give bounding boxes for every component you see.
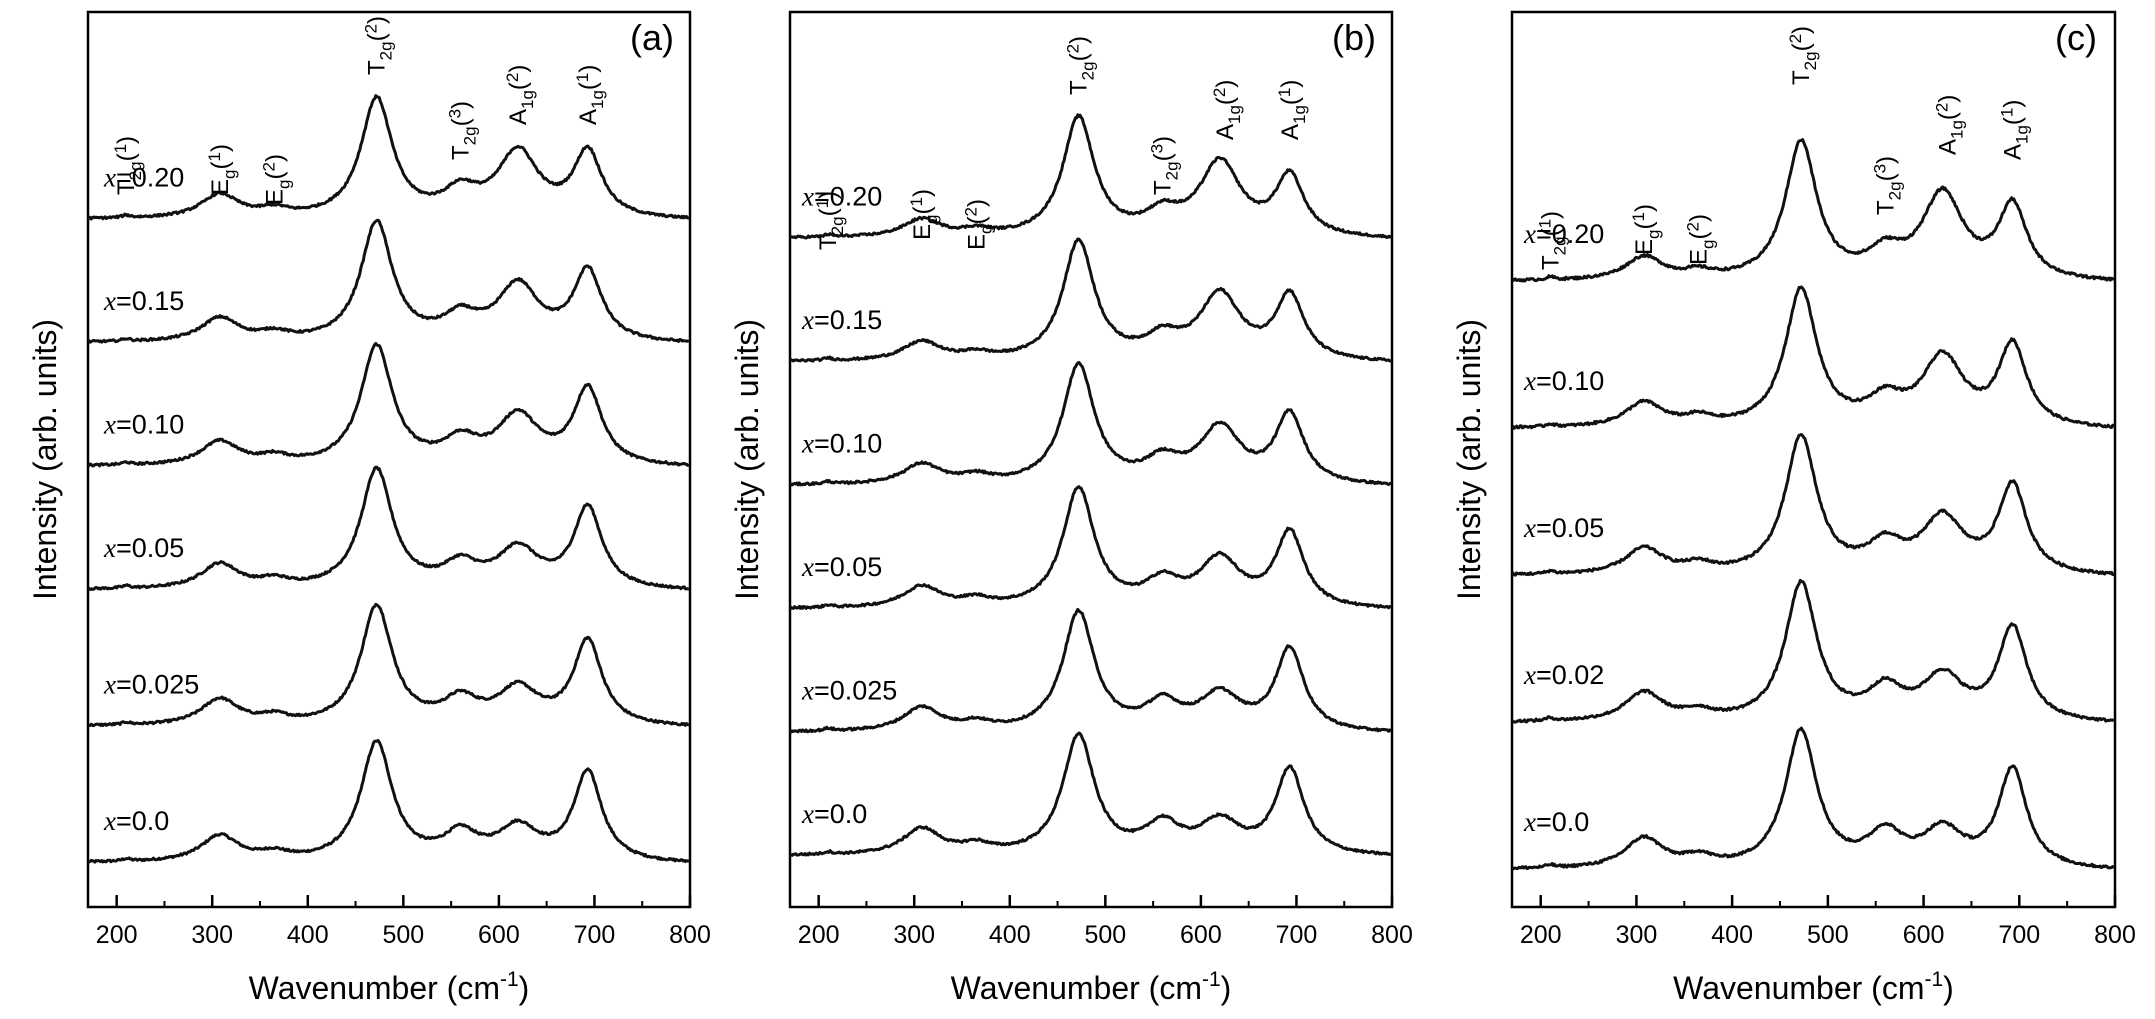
mode-label: T2g(3) <box>1148 136 1182 195</box>
x-tick-label: 400 <box>1711 921 1753 949</box>
mode-label: T2g(2) <box>1786 26 1820 85</box>
x-tick-label: 200 <box>96 921 138 949</box>
mode-label: Eg(1) <box>1629 204 1663 255</box>
spectrum-line <box>788 361 1392 487</box>
spectrum-line <box>86 94 690 221</box>
x-tick-label: 500 <box>1084 921 1126 949</box>
mode-label: Eg(2) <box>259 154 293 205</box>
series-label: x=0.05 <box>801 552 882 582</box>
x-tick-label: 700 <box>1998 921 2040 949</box>
plot-frame <box>1510 10 2117 909</box>
x-axis-label: Wavenumber (cm-1) <box>1673 968 1954 1006</box>
mode-label: Eg(1) <box>907 189 941 240</box>
series-label: x=0.025 <box>103 670 199 700</box>
spectrum-line <box>789 731 1392 857</box>
series-label: x=0.20 <box>1523 219 1604 249</box>
x-tick-label: 700 <box>1276 921 1318 949</box>
panel-label: (b) <box>1332 17 1376 58</box>
spectrum-line <box>789 485 1392 610</box>
mode-label: A1g(2) <box>503 65 537 125</box>
y-axis-label: Intensity (arb. units) <box>729 319 765 600</box>
panel-b: 200 300 400 500 600 700 800 Wavenumber (cm-1) In… <box>729 10 1413 1006</box>
mode-label: T2g(1) <box>111 136 145 195</box>
x-tick-label: 700 <box>574 921 616 949</box>
series-label: x=0.0 <box>1523 807 1589 837</box>
x-tick-label: 800 <box>669 921 711 949</box>
x-tick-label: 600 <box>1903 921 1945 949</box>
spectrum-line <box>1510 433 2115 577</box>
x-axis-label: Wavenumber (cm-1) <box>951 968 1232 1006</box>
panel-c: 200 300 400 500 600 700 800 Wavenumber (cm-1) In… <box>1451 10 2136 1006</box>
y-axis-label: Intensity (arb. units) <box>27 319 63 600</box>
series-label: x=0.15 <box>801 305 882 335</box>
x-axis-label: Wavenumber (cm-1) <box>249 968 530 1006</box>
series-label: x=0.02 <box>1523 660 1604 690</box>
mode-label: T2g(3) <box>1870 156 1904 215</box>
mode-label: T2g(2) <box>362 16 396 75</box>
x-tick-label: 500 <box>1807 921 1849 949</box>
spectrum-line <box>86 218 690 344</box>
x-tick-label: 300 <box>191 921 233 949</box>
x-tick-label: 400 <box>989 921 1031 949</box>
series-label: x=0.0 <box>801 799 867 829</box>
mode-label: T2g(1) <box>813 191 847 250</box>
spectrum-line <box>789 237 1392 363</box>
series-label: x=0.10 <box>801 429 882 459</box>
mode-label: A1g(2) <box>1210 80 1244 140</box>
series-label: x=0.20 <box>103 163 184 193</box>
spectrum-line <box>87 602 690 728</box>
mode-label: A1g(1) <box>573 65 607 125</box>
mode-label: A1g(1) <box>1998 100 2032 160</box>
series-label: x=0.0 <box>103 806 169 836</box>
spectrum-line <box>1510 578 2115 724</box>
series-label: x=0.10 <box>103 410 184 440</box>
spectrum-line <box>789 113 1393 240</box>
mode-label: T2g(1) <box>1535 211 1569 270</box>
spectrum-line <box>87 342 690 468</box>
x-tick-label: 600 <box>1180 921 1222 949</box>
mode-label: Eg(2) <box>961 199 995 250</box>
x-tick-label: 300 <box>893 921 935 949</box>
x-tick-label: 200 <box>798 921 840 949</box>
x-tick-label: 600 <box>478 921 520 949</box>
spectrum-line <box>1511 138 2115 283</box>
y-axis-label: Intensity (arb. units) <box>1451 319 1487 600</box>
mode-label: T2g(3) <box>446 101 480 160</box>
spectrum-line <box>86 465 690 591</box>
series-label: x=0.15 <box>103 286 184 316</box>
mode-label: T2g(2) <box>1064 36 1098 95</box>
series-label: x=0.05 <box>103 533 184 563</box>
spectrum-line <box>1511 285 2116 430</box>
panel-label: (c) <box>2055 17 2097 58</box>
series-label: x=0.025 <box>801 676 897 706</box>
mode-label: Eg(2) <box>1684 214 1718 265</box>
spectrum-line <box>1511 726 2116 871</box>
panel-a: 200 300 400 500 600 700 800 Wavenumber (cm-1) In… <box>27 10 711 1006</box>
panel-label: (a) <box>630 17 674 58</box>
plot-frame <box>86 10 692 909</box>
mode-label: Eg(1) <box>205 144 239 195</box>
x-tick-label: 300 <box>1616 921 1658 949</box>
x-tick-label: 500 <box>382 921 424 949</box>
spectrum-line <box>87 739 690 864</box>
x-tick-label: 800 <box>2094 921 2136 949</box>
x-tick-label: 200 <box>1520 921 1562 949</box>
mode-label: A1g(1) <box>1275 80 1309 140</box>
series-label: x=0.20 <box>801 182 882 212</box>
series-label: x=0.05 <box>1523 513 1604 543</box>
spectrum-line <box>788 607 1393 734</box>
x-tick-label: 800 <box>1371 921 1413 949</box>
x-tick-label: 400 <box>287 921 329 949</box>
mode-label: A1g(2) <box>1933 95 1967 155</box>
series-label: x=0.10 <box>1523 366 1604 396</box>
plot-frame <box>788 10 1394 909</box>
